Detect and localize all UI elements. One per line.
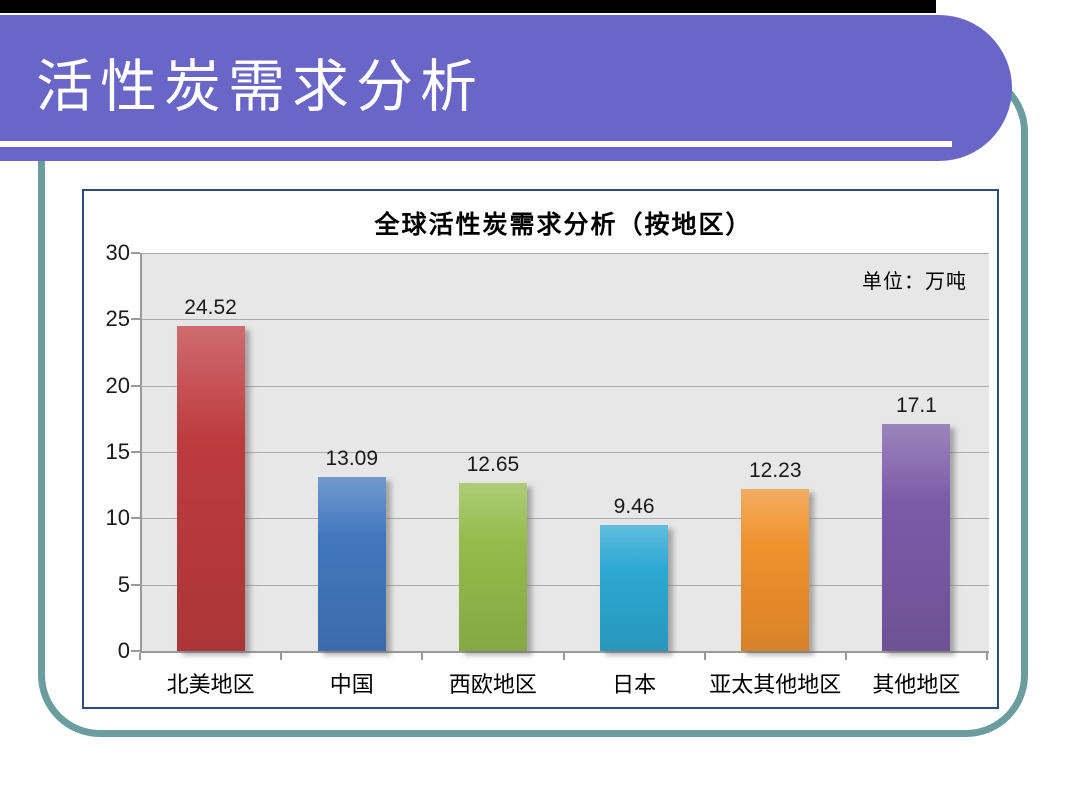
y-axis-tick (131, 583, 140, 586)
gridline-20 (142, 385, 989, 387)
x-axis-tick (280, 653, 283, 660)
gridline-15 (142, 452, 989, 453)
bar-其他地区 (882, 424, 951, 651)
bar-value-label: 12.23 (748, 458, 802, 482)
y-axis-tick (131, 517, 140, 520)
chart-title: 全球活性炭需求分析（按地区） (374, 212, 753, 239)
bar-value-label: 13.09 (325, 447, 379, 471)
banner-underline (0, 141, 952, 147)
bar-value-label: 12.65 (466, 453, 520, 477)
x-axis-label-西欧地区: 西欧地区 (448, 672, 537, 697)
gridline-30 (142, 253, 989, 254)
y-axis-tick (131, 384, 140, 387)
y-axis-label-30: 30 (105, 240, 130, 265)
unit-label: 单位：万吨 (862, 271, 967, 293)
x-axis-tick (139, 653, 141, 660)
gridline-10 (142, 518, 989, 520)
x-axis-tick (562, 653, 565, 660)
bar-日本 (600, 525, 669, 651)
y-axis-label-15: 15 (105, 439, 130, 464)
gridline-25 (142, 319, 989, 321)
bar-value-label: 24.52 (184, 295, 237, 319)
y-axis-label-5: 5 (117, 571, 130, 597)
slide-title: 活性炭需求分析 (36, 56, 484, 119)
title-banner: 活性炭需求分析 (0, 15, 1012, 161)
y-axis-tick (131, 650, 140, 652)
bar-亚太其他地区 (741, 488, 810, 651)
plot-area: 单位：万吨 (140, 253, 989, 653)
y-axis-label-0: 0 (117, 638, 130, 663)
bar-value-label: 17.1 (895, 394, 937, 418)
y-axis-tick (131, 252, 140, 254)
x-axis-label-日本: 日本 (612, 672, 657, 697)
bar-value-label: 9.46 (613, 495, 655, 519)
y-axis-label-20: 20 (105, 372, 130, 398)
bar-chart: 全球活性炭需求分析（按地区） 单位：万吨 0 5 10 15 20 25 30 24.52 北美… (82, 189, 999, 709)
x-axis-label-亚太其他地区: 亚太其他地区 (709, 672, 842, 697)
y-axis-label-10: 10 (105, 505, 130, 531)
x-axis-tick (421, 653, 424, 660)
bar-中国 (317, 477, 386, 651)
bar-西欧地区 (458, 483, 527, 651)
y-axis-tick (131, 451, 140, 453)
x-axis-label-北美地区: 北美地区 (166, 672, 255, 697)
x-axis-label-其他地区: 其他地区 (872, 672, 961, 697)
x-axis-tick (986, 653, 988, 660)
y-axis-label-25: 25 (105, 306, 130, 332)
x-axis-tick (844, 653, 847, 660)
x-axis-tick (703, 653, 706, 660)
gridline-5 (142, 584, 989, 586)
top-black-strip (0, 0, 936, 13)
x-axis-label-中国: 中国 (329, 672, 374, 697)
y-axis-tick (131, 318, 140, 321)
bar-北美地区 (176, 325, 245, 651)
